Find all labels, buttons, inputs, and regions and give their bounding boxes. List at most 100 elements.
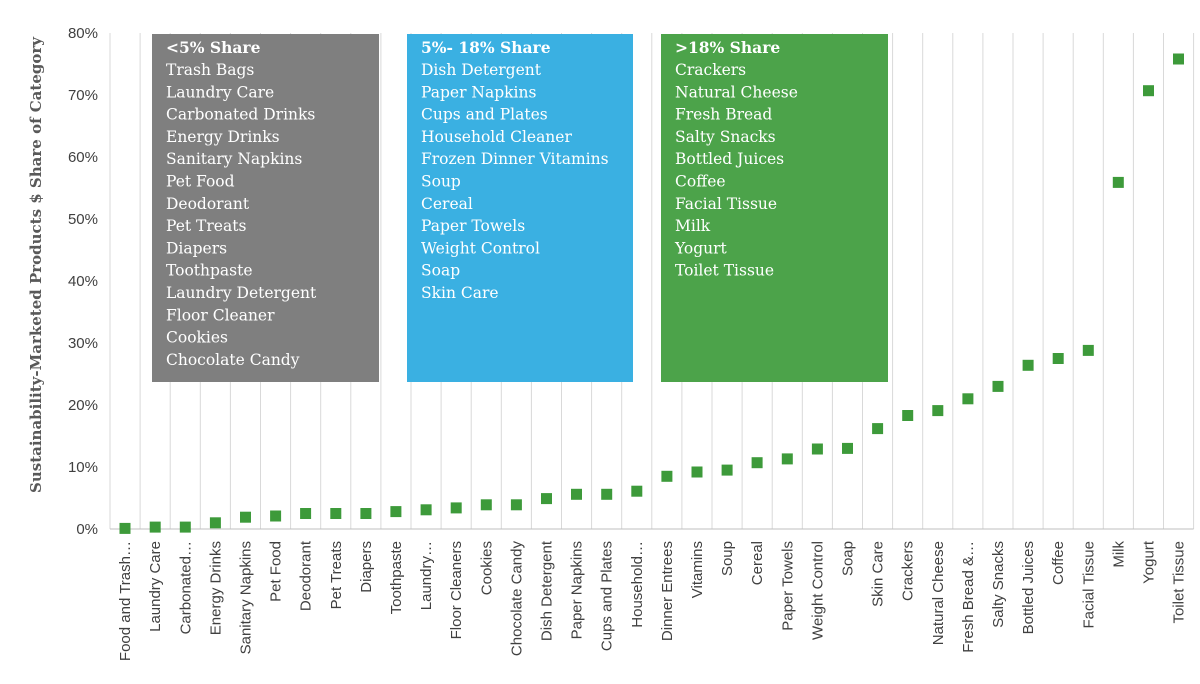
- y-tick-label: 20%: [68, 397, 98, 414]
- annotation-box-item: Paper Napkins: [421, 83, 536, 101]
- annotation-box-item: Diapers: [166, 239, 227, 257]
- x-tick-label: Toothpaste: [388, 541, 405, 614]
- data-point: [179, 521, 191, 533]
- x-tick-label: Bottled Juices: [1020, 541, 1037, 634]
- x-tick-label: Toilet Tissue: [1171, 541, 1188, 624]
- x-tick-label: Cups and Plates: [599, 541, 616, 651]
- annotation-box-heading: 5%- 18% Share: [421, 38, 551, 57]
- annotation-box-item: Deodorant: [166, 195, 250, 213]
- x-tick-label: Paper Towels: [779, 541, 796, 631]
- data-point: [601, 488, 613, 500]
- data-point: [631, 485, 643, 497]
- y-tick-label: 50%: [68, 211, 98, 228]
- x-tick-label: Food and Trash…: [117, 541, 134, 661]
- annotation-box-item: Toothpaste: [166, 262, 253, 280]
- x-tick-label: Soup: [719, 541, 736, 576]
- data-point: [149, 521, 161, 533]
- x-tick-label: Crackers: [900, 541, 917, 601]
- annotation-box-item: Weight Control: [421, 239, 540, 257]
- data-point: [300, 508, 312, 519]
- annotation-box-item: Fresh Bread: [675, 106, 772, 124]
- annotation-box-item: Frozen Dinner Vitamins: [421, 150, 609, 168]
- annotation-box-item: Crackers: [675, 61, 746, 79]
- annotation-box-item: Facial Tissue: [675, 195, 777, 213]
- data-point: [992, 380, 1004, 392]
- x-tick-label: Household…: [629, 541, 646, 628]
- annotation-box-item: Carbonated Drinks: [166, 106, 315, 124]
- x-tick-label: Milk: [1110, 541, 1127, 568]
- data-point: [811, 443, 823, 455]
- x-tick-label: Diapers: [358, 541, 375, 593]
- x-tick-label: Carbonated…: [177, 541, 194, 634]
- data-point: [1022, 359, 1034, 371]
- data-point: [541, 493, 552, 505]
- x-tick-label: Sanitary Napkins: [238, 541, 255, 654]
- annotation-box-item: Pet Treats: [166, 217, 246, 235]
- y-tick-label: 40%: [68, 273, 98, 290]
- annotation-box-background: [661, 34, 888, 382]
- x-tick-label: Pet Treats: [328, 541, 345, 609]
- data-point: [781, 453, 793, 465]
- data-point: [240, 511, 251, 523]
- data-point: [1143, 85, 1154, 97]
- x-tick-label: Pet Food: [268, 541, 285, 602]
- data-point: [1052, 353, 1064, 364]
- data-point: [1173, 53, 1184, 65]
- data-point: [330, 508, 342, 519]
- annotation-box-item: Bottled Juices: [675, 150, 784, 168]
- data-point: [510, 499, 522, 511]
- axes: 0% 10% 20% 30% 40% 50% 60% 70% 80% Food and Trash…: [68, 25, 1194, 661]
- data-point: [480, 499, 492, 511]
- annotation-box-item: Dish Detergent: [421, 61, 542, 79]
- x-tick-label: Weight Control: [809, 541, 826, 640]
- data-point: [360, 508, 372, 519]
- x-tick-label: Energy Drinks: [207, 541, 224, 635]
- annotation-box-item: Sanitary Napkins: [166, 150, 302, 168]
- x-tick-label: Skin Care: [870, 541, 887, 607]
- x-tick-label: Dinner Entrees: [659, 541, 676, 641]
- data-point: [270, 510, 282, 522]
- annotation-box-item: Cookies: [166, 329, 228, 347]
- annotation-box-item: Milk: [675, 217, 711, 235]
- data-point: [962, 393, 974, 405]
- x-tick-label: Cookies: [478, 541, 495, 595]
- annotation-box: 5%- 18% Share Dish Detergent Paper Napkins…: [407, 34, 633, 382]
- data-point: [872, 423, 884, 435]
- data-point: [119, 522, 131, 534]
- data-point: [661, 470, 673, 482]
- x-tick-label: Laundry…: [418, 541, 435, 610]
- annotation-box: >18% Share Crackers Natural Cheese Fresh Br…: [661, 34, 888, 382]
- annotation-box-item: Floor Cleaner: [166, 306, 275, 324]
- x-tick-label: Deodorant: [298, 540, 315, 611]
- x-tick-label: Chocolate Candy: [508, 541, 525, 657]
- data-point: [842, 442, 853, 454]
- y-tick-label: 80%: [68, 25, 98, 42]
- data-point: [751, 457, 763, 469]
- x-tick-label: Soap: [840, 541, 857, 576]
- y-tick-label: 30%: [68, 335, 98, 352]
- data-point: [420, 504, 432, 516]
- annotation-box-item: Yogurt: [674, 239, 728, 257]
- annotation-box-item: Pet Food: [166, 173, 235, 191]
- annotation-box-background: [407, 34, 633, 382]
- x-tick-label: Facial Tissue: [1080, 541, 1097, 629]
- x-tick-label: Natural Cheese: [930, 541, 947, 645]
- x-tick-label: Coffee: [1050, 541, 1067, 585]
- data-point: [390, 506, 402, 518]
- y-tick-label: 60%: [68, 149, 98, 166]
- x-tick-label: Dish Detergent: [539, 540, 556, 641]
- data-point: [721, 464, 733, 476]
- y-tick-label: 70%: [68, 87, 98, 104]
- annotation-box-item: Cups and Plates: [421, 106, 548, 124]
- x-tick-label: Cereal: [749, 541, 766, 585]
- annotation-box-item: Chocolate Candy: [166, 351, 300, 369]
- data-point: [902, 410, 914, 421]
- data-point: [1082, 344, 1094, 356]
- y-tick-label: 10%: [68, 459, 98, 476]
- data-point: [932, 405, 944, 417]
- annotation-box: <5% Share Trash Bags Laundry Care Carbonate…: [152, 34, 379, 382]
- x-tick-label: Floor Cleaners: [448, 541, 465, 639]
- annotation-box-item: Soap: [421, 262, 460, 280]
- y-tick-label: 0%: [76, 521, 98, 538]
